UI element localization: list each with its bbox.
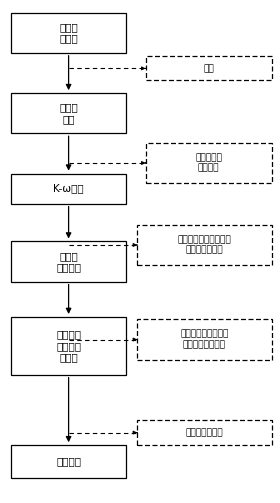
Bar [11, 93, 126, 133]
Text: 雷达回
波图像: 雷达回 波图像 [59, 22, 78, 43]
Text: 归一化
对称波数: 归一化 对称波数 [56, 251, 81, 272]
Text: K-ω平面: K-ω平面 [53, 184, 84, 194]
Bar [137, 225, 272, 265]
Text: 确定色散参数和空间波
数间关系表达式: 确定色散参数和空间波 数间关系表达式 [178, 235, 231, 255]
Text: 利用与拟曲线方法计
曲线能量平均大小: 利用与拟曲线方法计 曲线能量平均大小 [180, 330, 228, 349]
Bar [11, 241, 126, 282]
Text: 滤波: 滤波 [203, 64, 214, 73]
Text: 找出满足
色散关系
的序线: 找出满足 色散关系 的序线 [56, 329, 81, 363]
Bar [11, 445, 126, 478]
Bar [11, 174, 126, 204]
Bar [137, 420, 272, 445]
Bar [146, 143, 272, 183]
Bar [11, 317, 126, 375]
Text: 平滑波数间
每个频度: 平滑波数间 每个频度 [195, 153, 222, 173]
Text: 加权最小二乘法: 加权最小二乘法 [186, 428, 223, 437]
Bar [11, 13, 126, 53]
Text: 波数方
向谱: 波数方 向谱 [59, 103, 78, 124]
Bar [137, 319, 272, 360]
Bar [146, 56, 272, 80]
Text: 海流反演: 海流反演 [56, 457, 81, 466]
